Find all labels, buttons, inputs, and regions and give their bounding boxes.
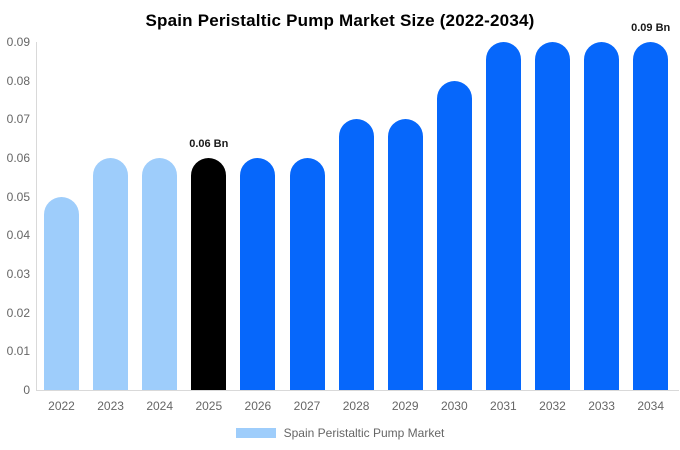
x-tick-label-2026: 2026 (244, 399, 272, 413)
bar-2027[interactable] (289, 158, 325, 390)
legend-item[interactable]: Spain Peristaltic Pump Market (0, 426, 680, 440)
y-tick-label: 0.01 (6, 344, 30, 359)
y-tick-label: 0.05 (6, 189, 30, 204)
bar-2022[interactable] (44, 196, 79, 390)
bar-2029[interactable] (387, 119, 423, 390)
bar-2023[interactable] (93, 158, 129, 390)
bar-2024[interactable] (142, 158, 178, 390)
y-tick-label: 0 (23, 383, 30, 397)
y-tick-label: 0.04 (6, 228, 30, 243)
x-tick-label-2029: 2029 (391, 399, 419, 413)
x-tick-label-2022: 2022 (48, 399, 75, 413)
y-tick-label: 0.08 (6, 73, 30, 88)
bar-2031[interactable] (485, 42, 521, 390)
bar-2033[interactable] (584, 42, 620, 390)
y-axis-line (36, 42, 37, 390)
bar-2026[interactable] (240, 158, 276, 390)
x-tick-label-2033: 2033 (588, 399, 615, 413)
y-tick-label: 0.03 (6, 267, 30, 281)
bar-annotation-2025: 0.06 Bn (189, 138, 229, 150)
x-tick-label-2030: 2030 (440, 399, 468, 413)
y-tick-label: 0.09 (6, 35, 30, 49)
x-tick-label-2027: 2027 (293, 399, 321, 413)
x-tick-label-2024: 2024 (146, 399, 174, 413)
x-tick-label-2028: 2028 (342, 399, 370, 413)
bar-2030[interactable] (436, 80, 472, 390)
x-tick-label-2025: 2025 (195, 399, 223, 413)
bar-2028[interactable] (338, 119, 374, 390)
legend-label: Spain Peristaltic Pump Market (283, 426, 445, 440)
x-axis-line (36, 390, 679, 391)
y-tick-label: 0.02 (6, 305, 30, 320)
y-tick-label: 0.06 (6, 151, 30, 165)
x-tick-label-2031: 2031 (490, 399, 517, 413)
x-tick-label-2023: 2023 (97, 399, 124, 413)
chart-title: Spain Peristaltic Pump Market Size (2022… (145, 11, 535, 30)
x-tick-label-2034: 2034 (637, 399, 665, 413)
y-tick-label: 0.07 (6, 112, 30, 127)
bar-2025[interactable] (191, 158, 227, 390)
bar-2032[interactable] (535, 42, 570, 390)
legend-swatch (235, 428, 276, 438)
x-tick-label-2032: 2032 (539, 399, 566, 413)
bar-2034[interactable] (633, 42, 669, 390)
bar-annotation-2034: 0.09 Bn (631, 22, 671, 34)
